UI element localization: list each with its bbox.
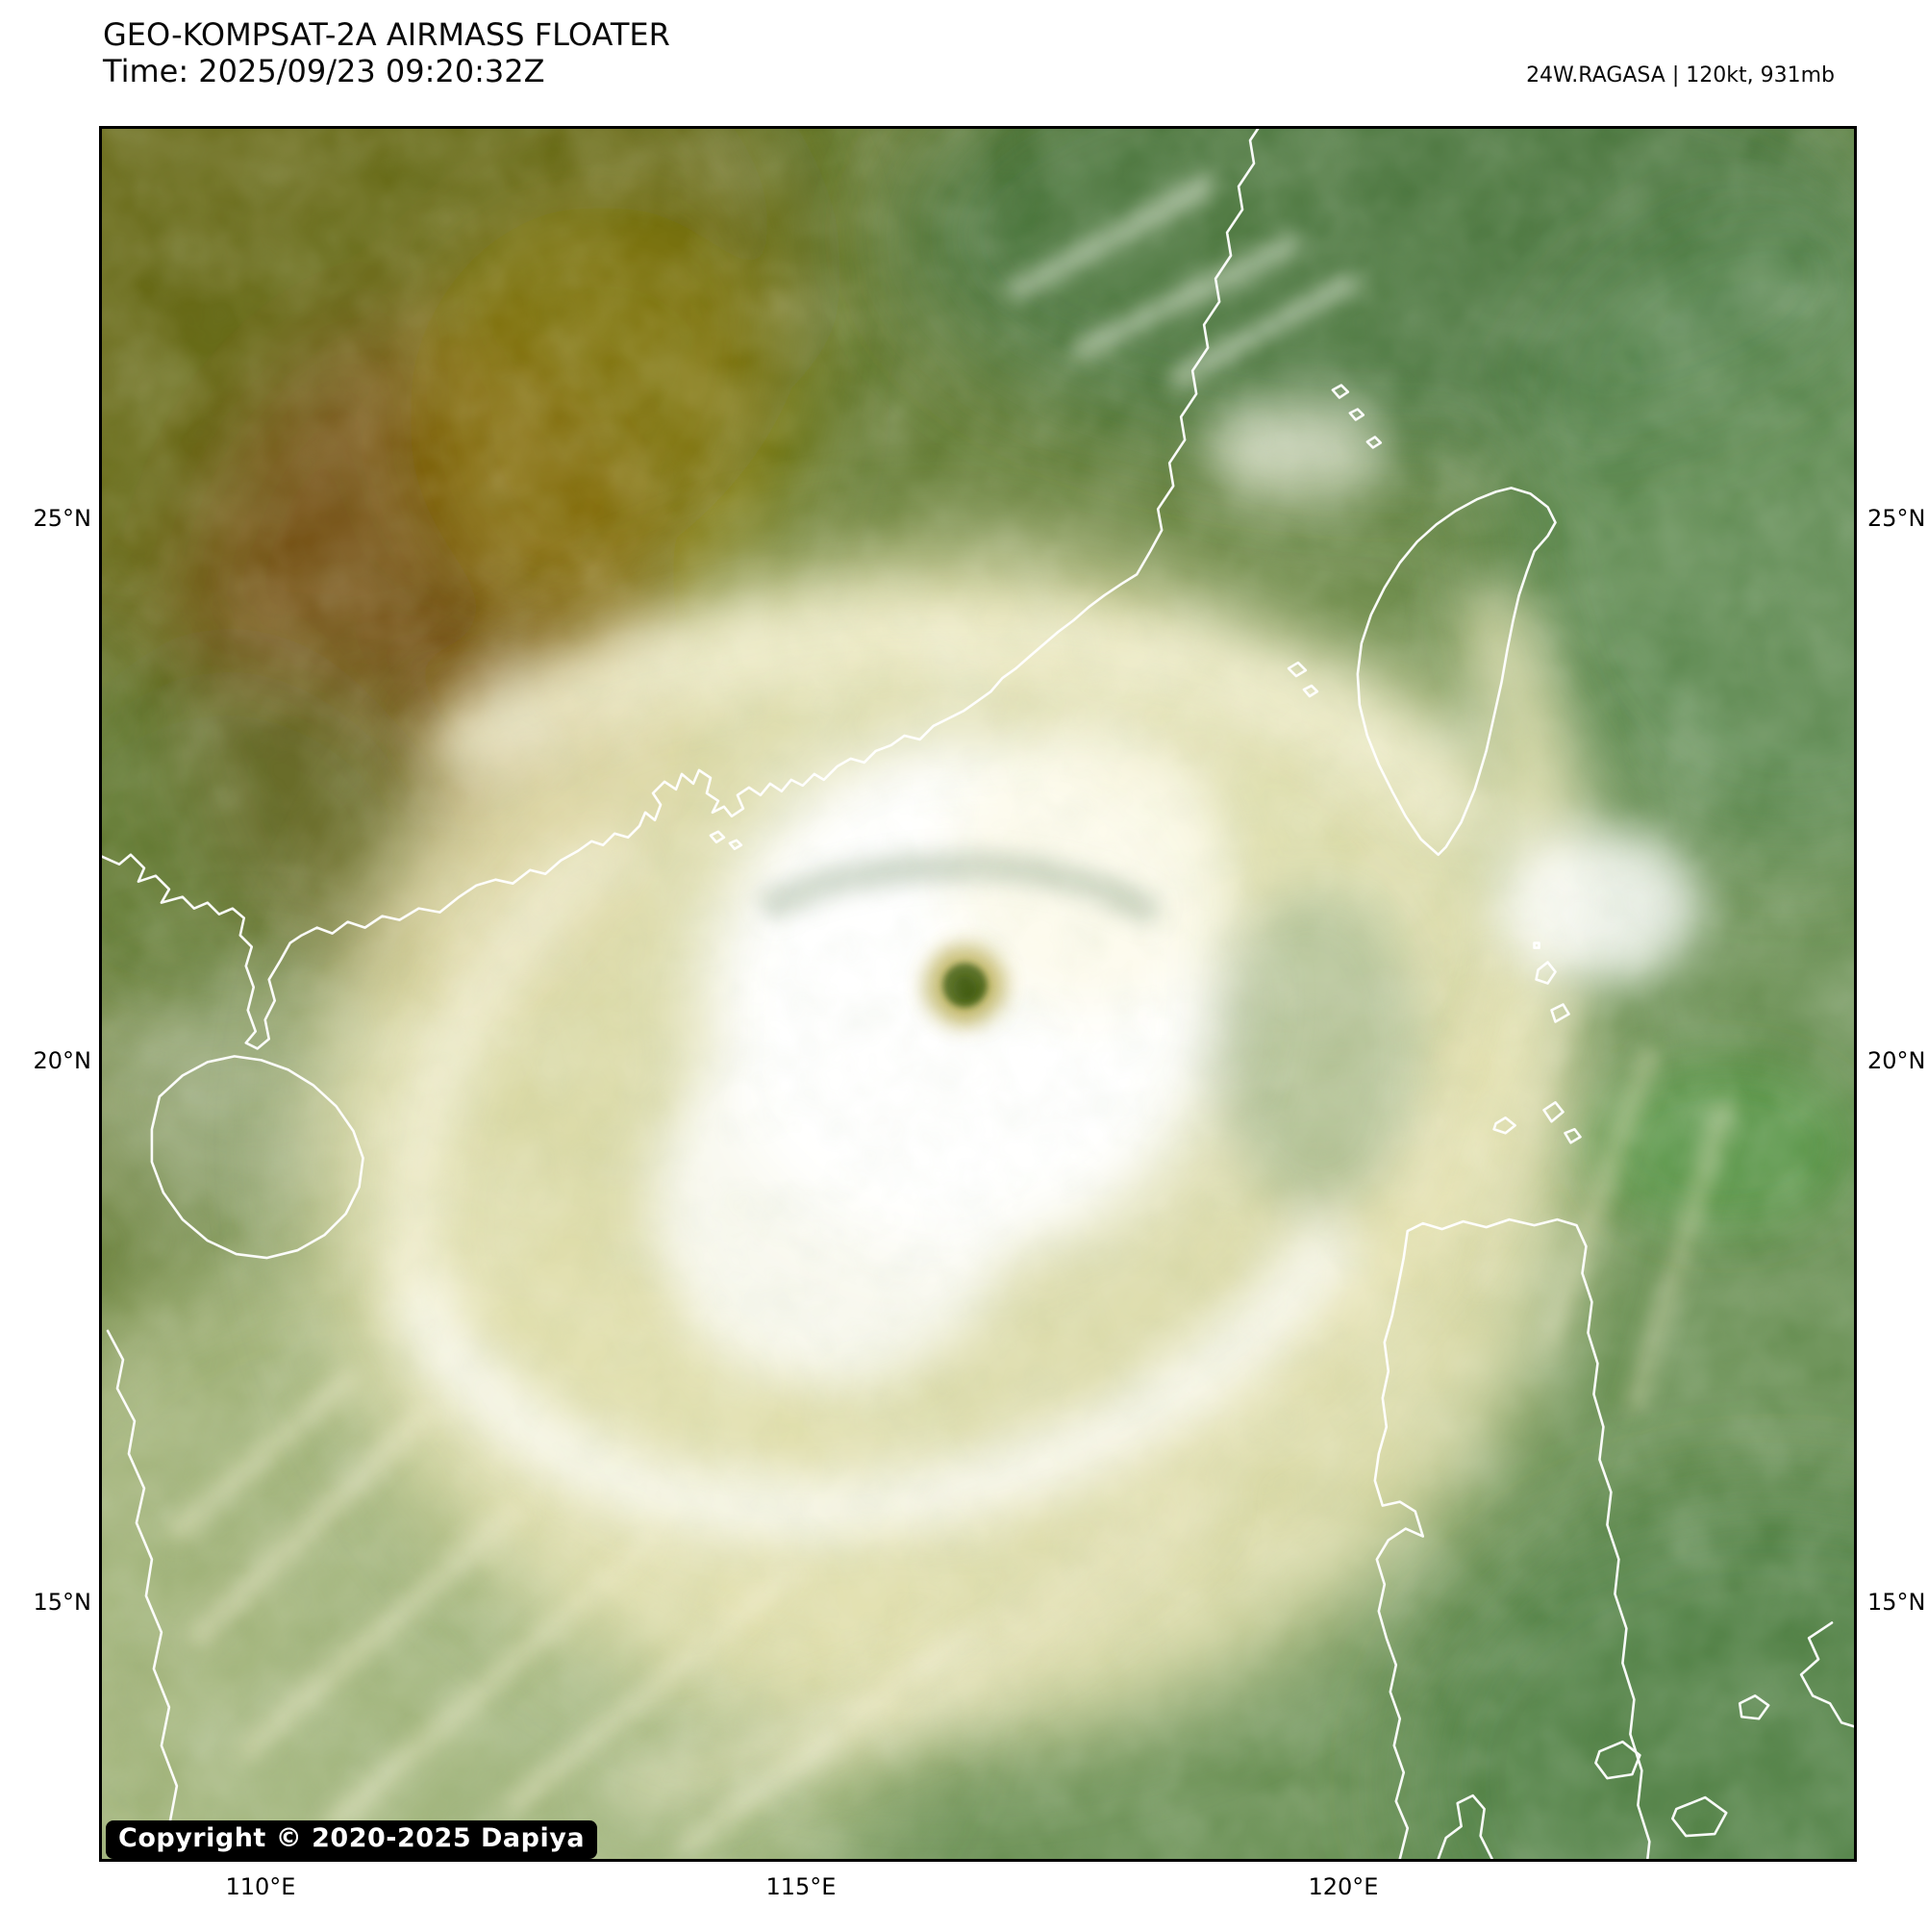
copyright-badge: Copyright © 2020-2025 Dapiya xyxy=(106,1820,598,1859)
timestamp-label: Time: 2025/09/23 09:20:32Z xyxy=(103,53,545,89)
coastline-right-edge xyxy=(1799,1621,1854,1728)
coastline-vietnam xyxy=(106,1329,183,1859)
lon-label-115e: 115°E xyxy=(765,1873,837,1900)
coastline-taiwan xyxy=(1356,487,1557,857)
lat-label-left-15n: 15°N xyxy=(33,1589,92,1616)
coastline-south-china xyxy=(102,129,1260,1050)
lat-label-left-20n: 20°N xyxy=(33,1047,92,1074)
dark-texture-overlay xyxy=(102,129,1854,1859)
lon-label-110e: 110°E xyxy=(225,1873,296,1900)
lat-label-right-20n: 20°N xyxy=(1867,1047,1926,1074)
coastlines xyxy=(102,129,1854,1859)
lat-label-left-25n: 25°N xyxy=(33,505,92,532)
islets-batanes-babuyan xyxy=(1492,941,1582,1144)
satellite-map xyxy=(99,126,1857,1862)
coastline-luzon xyxy=(1373,1217,1651,1859)
coastline-hainan xyxy=(150,1055,364,1260)
coastline-manila-bay xyxy=(1437,1794,1493,1859)
page-title: GEO-KOMPSAT-2A AIRMASS FLOATER xyxy=(103,16,670,53)
islets-matsu xyxy=(1331,384,1383,449)
islets-penghu xyxy=(1287,661,1319,698)
lat-label-right-25n: 25°N xyxy=(1867,505,1926,532)
islets-pearl-delta xyxy=(709,830,743,851)
islands-southeast xyxy=(1594,1694,1770,1838)
lat-label-right-15n: 15°N xyxy=(1867,1589,1926,1616)
storm-info-label: 24W.RAGASA | 120kt, 931mb xyxy=(1526,63,1835,88)
satellite-image xyxy=(102,129,1854,1859)
lon-label-120e: 120°E xyxy=(1308,1873,1379,1900)
